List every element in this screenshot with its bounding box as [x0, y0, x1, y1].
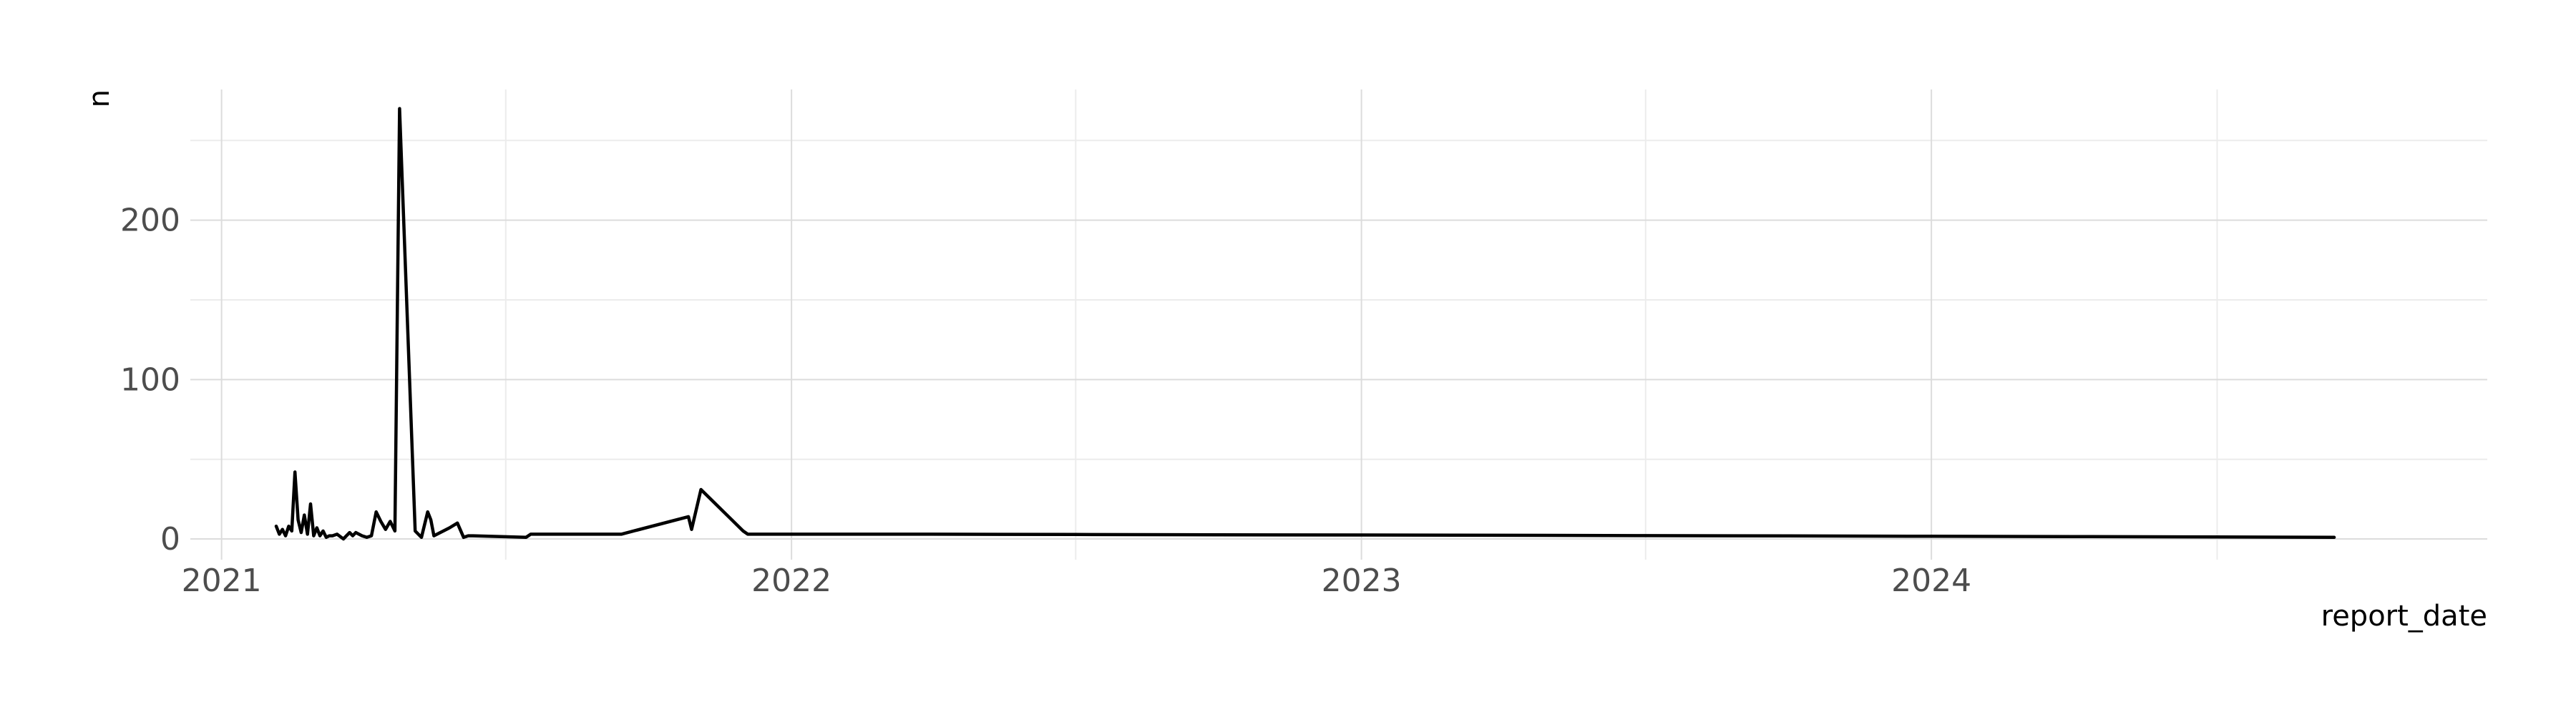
- y-axis-title: n: [83, 89, 116, 107]
- minor-gridlines: [190, 89, 2487, 560]
- x-tick-label: 2022: [751, 563, 831, 599]
- y-tick-label: 100: [120, 361, 180, 398]
- y-tick-label: 0: [160, 521, 180, 558]
- series-line: [274, 107, 2336, 541]
- x-axis-title: report_date: [2321, 600, 2487, 633]
- x-tick-label: 2024: [1891, 563, 1971, 599]
- x-tick-label: 2023: [1322, 563, 1402, 599]
- y-axis-tick-labels: 0 100 200: [120, 203, 180, 558]
- major-gridlines: [190, 89, 2487, 560]
- y-tick-label: 200: [120, 203, 180, 239]
- x-tick-label: 2021: [182, 563, 262, 599]
- x-axis-tick-labels: 2021 2022 2023 2024: [182, 563, 1971, 599]
